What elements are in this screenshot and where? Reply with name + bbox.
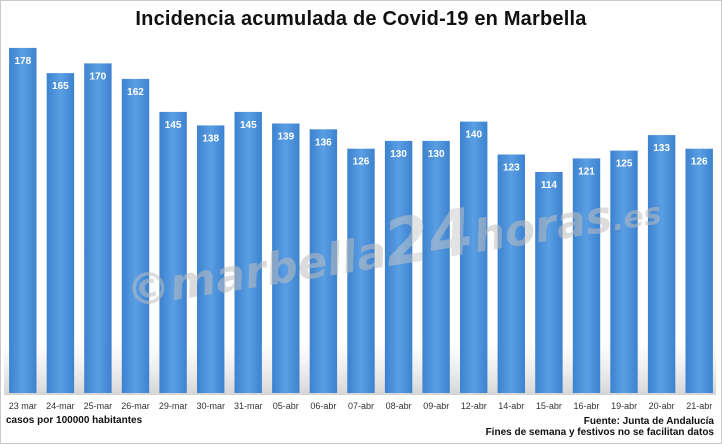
bar-31-mar (234, 111, 262, 394)
value-label: 178 (14, 56, 31, 67)
x-tick-labels-group: 23 mar 24-mar 25-mar 26-mar 29-mar 30-mar 31-m… (9, 401, 712, 411)
value-label: 123 (503, 163, 520, 174)
value-label: 121 (578, 166, 595, 177)
x-tick-label: 31-mar (234, 401, 263, 411)
bar-26-mar (121, 78, 150, 394)
x-tick-label: 19-abr (611, 401, 637, 411)
bar-19-abr (610, 150, 638, 393)
bar-15-abr (535, 172, 563, 393)
x-tick-label: 25-mar (84, 401, 113, 411)
value-label: 138 (202, 133, 219, 144)
bar-24-mar (46, 73, 75, 393)
chart-title: Incidencia acumulada de Covid-19 en Marb… (135, 8, 587, 30)
bar-09-abr (422, 140, 450, 393)
x-tick-label: 29-mar (159, 401, 188, 411)
x-tick-label: 14-abr (498, 401, 524, 411)
bar-12-abr (460, 121, 488, 393)
bar-06-abr (309, 129, 338, 394)
value-label: 126 (691, 157, 708, 168)
missing-data-note: Fines de semana y festivos no se facilit… (485, 427, 714, 438)
value-label: 162 (127, 87, 144, 98)
value-label: 133 (653, 143, 670, 154)
bar-30-mar (197, 125, 225, 394)
value-label: 145 (240, 120, 257, 131)
x-tick-label: 23 mar (9, 401, 37, 411)
x-tick-label: 16-abr (573, 401, 599, 411)
value-label: 140 (465, 130, 482, 141)
x-tick-label: 06-abr (310, 401, 336, 411)
x-tick-label: 15-abr (536, 401, 562, 411)
x-tick-label: 07-abr (348, 401, 374, 411)
bar-20-abr (647, 135, 676, 393)
bar-14-abr (497, 154, 525, 393)
x-tick-label: 30-mar (196, 401, 225, 411)
bar-16-abr (572, 158, 601, 393)
value-label: 126 (353, 157, 370, 168)
value-label: 114 (541, 180, 558, 191)
value-label: 136 (315, 137, 332, 148)
bar-07-abr (347, 148, 375, 393)
bar-21-abr (685, 148, 713, 393)
x-tick-label: 24-mar (46, 401, 75, 411)
units-note: casos por 100000 habitantes (6, 415, 143, 426)
bar-29-mar (159, 111, 187, 394)
x-tick-label: 12-abr (461, 401, 487, 411)
source-note: Fuente: Junta de Andalucía (583, 416, 714, 427)
value-label: 170 (90, 71, 107, 82)
value-label: 125 (616, 159, 633, 170)
value-label: 165 (52, 81, 69, 92)
x-tick-label: 20-abr (649, 401, 675, 411)
x-tick-label: 05-abr (273, 401, 299, 411)
x-tick-label: 09-abr (423, 401, 449, 411)
value-label: 139 (277, 132, 294, 143)
bars-group (9, 47, 713, 394)
value-label: 130 (428, 149, 445, 160)
x-tick-label: 26-mar (121, 401, 150, 411)
value-label: 145 (165, 120, 182, 131)
value-label: 130 (390, 149, 407, 160)
bar-08-abr (384, 140, 413, 393)
bar-25-mar (84, 63, 112, 394)
value-labels-group: 178 165 170 162 145 138 145 139 136 126 130 130 140 1… (14, 56, 708, 191)
x-tick-label: 08-abr (386, 401, 412, 411)
bar-23-mar (9, 47, 37, 394)
x-tick-label: 21-abr (686, 401, 712, 411)
bar-05-abr (272, 123, 300, 393)
